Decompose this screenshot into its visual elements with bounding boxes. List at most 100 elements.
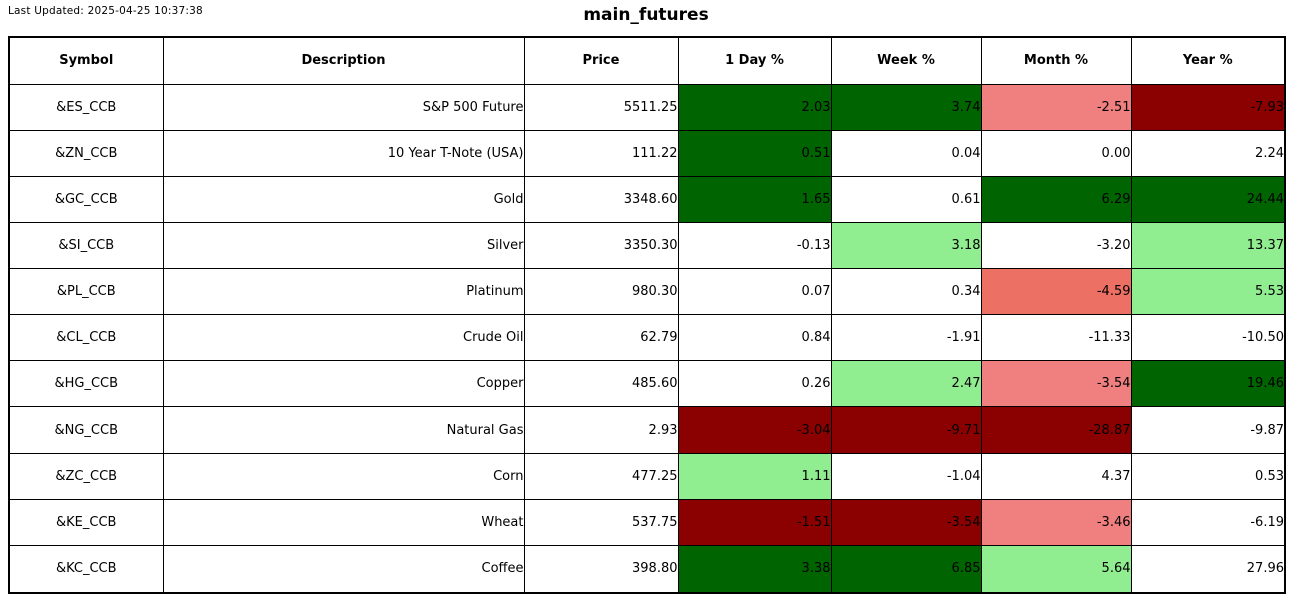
price-cell: 398.80 xyxy=(523,544,679,594)
table-header-row: Symbol Description Price 1 Day % Week % Month… xyxy=(8,36,1286,85)
description-cell: Platinum xyxy=(162,268,525,316)
percent-cell: -7.93 xyxy=(1130,83,1286,131)
percent-cell: -3.46 xyxy=(980,498,1132,546)
percent-cell: -0.13 xyxy=(677,221,832,270)
table-row: &SI_CCB Silver 3350.30 -0.13 3.18 -3.20 13.37 xyxy=(8,221,1286,270)
symbol-cell: &PL_CCB xyxy=(8,268,164,316)
price-cell: 537.75 xyxy=(523,498,679,546)
percent-cell: 13.37 xyxy=(1130,221,1286,270)
percent-cell: 1.11 xyxy=(677,452,832,500)
column-header-price: Price xyxy=(523,36,679,85)
percent-cell: 6.29 xyxy=(980,175,1132,223)
percent-cell: 6.85 xyxy=(830,544,982,594)
price-cell: 477.25 xyxy=(523,452,679,500)
symbol-cell: &HG_CCB xyxy=(8,360,164,408)
price-cell: 111.22 xyxy=(523,129,679,177)
percent-cell: -3.54 xyxy=(830,498,982,546)
percent-cell: 4.37 xyxy=(980,452,1132,500)
percent-cell: -3.20 xyxy=(980,221,1132,270)
table-row: &PL_CCB Platinum 980.30 0.07 0.34 -4.59 5.53 xyxy=(8,268,1286,316)
description-cell: Copper xyxy=(162,360,525,408)
percent-cell: 19.46 xyxy=(1130,360,1286,408)
percent-cell: 27.96 xyxy=(1130,544,1286,594)
percent-cell: -6.19 xyxy=(1130,498,1286,546)
percent-cell: -1.91 xyxy=(830,314,982,362)
percent-cell: -3.04 xyxy=(677,406,832,454)
price-cell: 5511.25 xyxy=(523,83,679,131)
page-title: main_futures xyxy=(583,5,709,25)
percent-cell: 0.84 xyxy=(677,314,832,362)
symbol-cell: &ES_CCB xyxy=(8,83,164,131)
percent-cell: -4.59 xyxy=(980,268,1132,316)
symbol-cell: &CL_CCB xyxy=(8,314,164,362)
percent-cell: -28.87 xyxy=(980,406,1132,454)
futures-table: Symbol Description Price 1 Day % Week % Month… xyxy=(8,36,1286,594)
symbol-cell: &ZC_CCB xyxy=(8,452,164,500)
column-header-year: Year % xyxy=(1130,36,1286,85)
table-row: &KE_CCB Wheat 537.75 -1.51 -3.54 -3.46 -6.19 xyxy=(8,498,1286,546)
percent-cell: 1.65 xyxy=(677,175,832,223)
description-cell: Coffee xyxy=(162,544,525,594)
symbol-cell: &ZN_CCB xyxy=(8,129,164,177)
price-cell: 980.30 xyxy=(523,268,679,316)
symbol-cell: &SI_CCB xyxy=(8,221,164,270)
price-cell: 2.93 xyxy=(523,406,679,454)
percent-cell: -9.71 xyxy=(830,406,982,454)
column-header-symbol: Symbol xyxy=(8,36,164,85)
price-cell: 485.60 xyxy=(523,360,679,408)
percent-cell: 2.03 xyxy=(677,83,832,131)
percent-cell: -3.54 xyxy=(980,360,1132,408)
price-cell: 62.79 xyxy=(523,314,679,362)
percent-cell: -1.51 xyxy=(677,498,832,546)
table-row: &ZN_CCB 10 Year T-Note (USA) 111.22 0.51 0.0… xyxy=(8,129,1286,177)
percent-cell: -11.33 xyxy=(980,314,1132,362)
percent-cell: 0.51 xyxy=(677,129,832,177)
description-cell: Crude Oil xyxy=(162,314,525,362)
table-row: &GC_CCB Gold 3348.60 1.65 0.61 6.29 24.44 xyxy=(8,175,1286,223)
price-cell: 3350.30 xyxy=(523,221,679,270)
percent-cell: -10.50 xyxy=(1130,314,1286,362)
percent-cell: 3.74 xyxy=(830,83,982,131)
table-body: &ES_CCB S&P 500 Future 5511.25 2.03 3.74 -2.5… xyxy=(8,83,1286,594)
percent-cell: -1.04 xyxy=(830,452,982,500)
percent-cell: 0.00 xyxy=(980,129,1132,177)
table-header: Symbol Description Price 1 Day % Week % Month… xyxy=(8,36,1286,85)
percent-cell: 3.18 xyxy=(830,221,982,270)
percent-cell: 0.53 xyxy=(1130,452,1286,500)
description-cell: Gold xyxy=(162,175,525,223)
table-row: &ES_CCB S&P 500 Future 5511.25 2.03 3.74 -2.5… xyxy=(8,83,1286,131)
description-cell: 10 Year T-Note (USA) xyxy=(162,129,525,177)
column-header-description: Description xyxy=(162,36,525,85)
percent-cell: 0.34 xyxy=(830,268,982,316)
column-header-1-day: 1 Day % xyxy=(677,36,832,85)
table-row: &NG_CCB Natural Gas 2.93 -3.04 -9.71 -28.87 -9… xyxy=(8,406,1286,454)
percent-cell: -2.51 xyxy=(980,83,1132,131)
description-cell: S&P 500 Future xyxy=(162,83,525,131)
description-cell: Wheat xyxy=(162,498,525,546)
percent-cell: 0.26 xyxy=(677,360,832,408)
table-row: &HG_CCB Copper 485.60 0.26 2.47 -3.54 19.46 xyxy=(8,360,1286,408)
column-header-week: Week % xyxy=(830,36,982,85)
percent-cell: 0.07 xyxy=(677,268,832,316)
percent-cell: 2.24 xyxy=(1130,129,1286,177)
percent-cell: 2.47 xyxy=(830,360,982,408)
description-cell: Silver xyxy=(162,221,525,270)
percent-cell: 0.04 xyxy=(830,129,982,177)
percent-cell: 5.53 xyxy=(1130,268,1286,316)
percent-cell: 3.38 xyxy=(677,544,832,594)
column-header-month: Month % xyxy=(980,36,1132,85)
table-row: &ZC_CCB Corn 477.25 1.11 -1.04 4.37 0.53 xyxy=(8,452,1286,500)
symbol-cell: &KC_CCB xyxy=(8,544,164,594)
percent-cell: 5.64 xyxy=(980,544,1132,594)
last-updated-label: Last Updated: 2025-04-25 10:37:38 xyxy=(8,5,203,17)
percent-cell: 0.61 xyxy=(830,175,982,223)
price-cell: 3348.60 xyxy=(523,175,679,223)
symbol-cell: &NG_CCB xyxy=(8,406,164,454)
percent-cell: -9.87 xyxy=(1130,406,1286,454)
table-row: &KC_CCB Coffee 398.80 3.38 6.85 5.64 27.96 xyxy=(8,544,1286,594)
description-cell: Natural Gas xyxy=(162,406,525,454)
symbol-cell: &KE_CCB xyxy=(8,498,164,546)
table-row: &CL_CCB Crude Oil 62.79 0.84 -1.91 -11.33 -10.… xyxy=(8,314,1286,362)
symbol-cell: &GC_CCB xyxy=(8,175,164,223)
percent-cell: 24.44 xyxy=(1130,175,1286,223)
